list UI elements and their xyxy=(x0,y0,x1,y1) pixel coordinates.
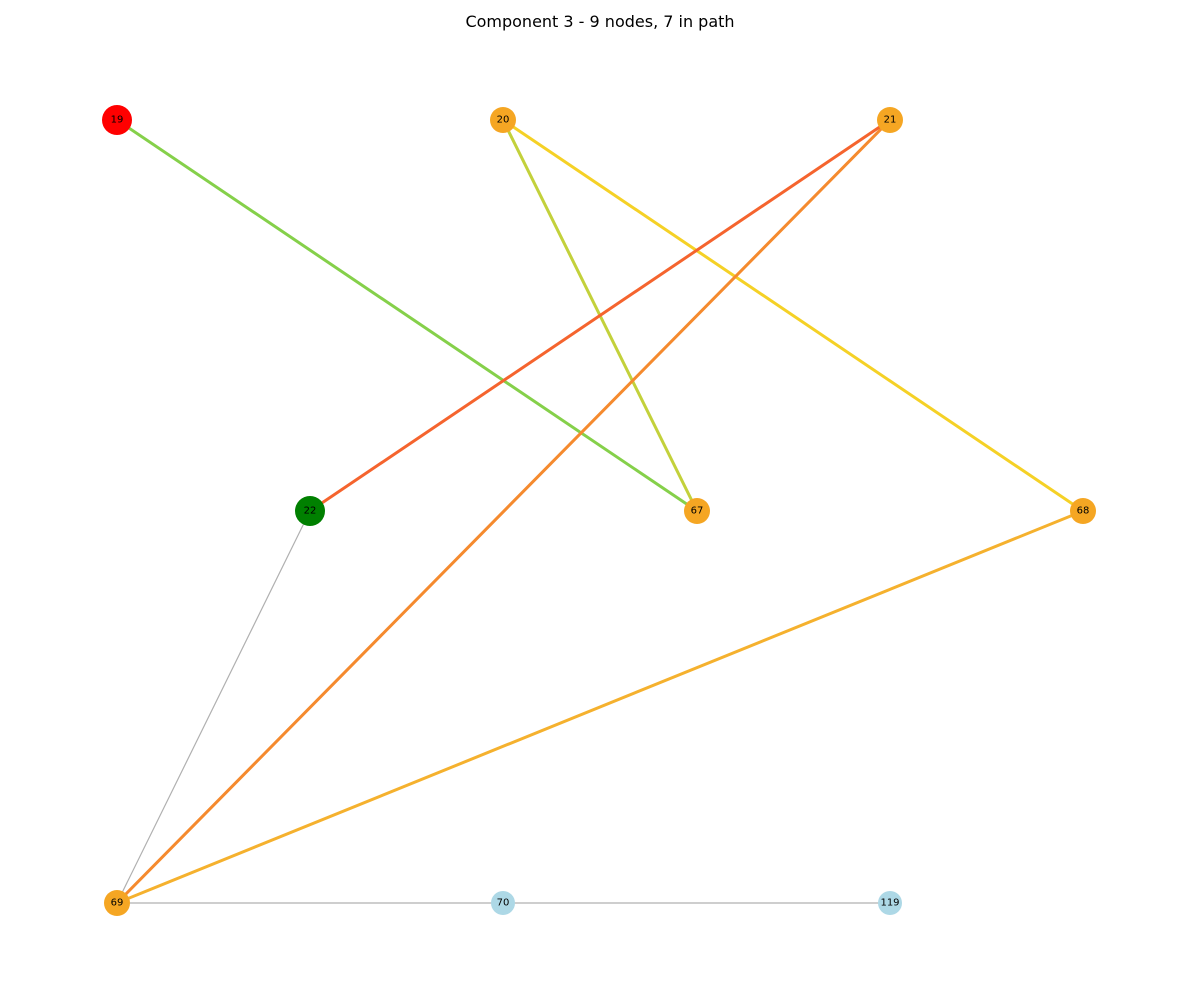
node-label-69: 69 xyxy=(111,898,124,909)
node-label-68: 68 xyxy=(1077,506,1090,517)
node-label-70: 70 xyxy=(497,898,510,909)
node-circle-20 xyxy=(490,107,516,133)
nodes-layer: 19 20 21 22 67 68 69 70 119 xyxy=(102,105,1096,916)
node-20: 20 xyxy=(490,107,516,133)
node-label-67: 67 xyxy=(691,506,704,517)
edge-69-21 xyxy=(115,118,892,905)
node-circle-22 xyxy=(295,496,325,526)
node-label-19: 19 xyxy=(111,115,124,126)
node-68: 68 xyxy=(1070,498,1096,524)
node-19: 19 xyxy=(102,105,132,135)
node-circle-19 xyxy=(102,105,132,135)
node-label-22: 22 xyxy=(304,506,317,517)
node-21: 21 xyxy=(877,107,903,133)
node-circle-69 xyxy=(104,890,130,916)
edges-layer xyxy=(115,118,1085,905)
node-circle-119 xyxy=(878,891,902,915)
node-119: 119 xyxy=(878,891,902,915)
edge-68-69 xyxy=(115,509,1085,905)
node-69: 69 xyxy=(104,890,130,916)
edge-20-68 xyxy=(501,118,1085,513)
node-circle-21 xyxy=(877,107,903,133)
node-label-20: 20 xyxy=(497,115,510,126)
chart-title: Component 3 - 9 nodes, 7 in path xyxy=(465,12,735,31)
edge-22-69 xyxy=(116,510,311,904)
edge-21-22 xyxy=(308,118,892,513)
node-label-119: 119 xyxy=(880,898,899,909)
node-circle-70 xyxy=(491,891,515,915)
node-label-21: 21 xyxy=(884,115,897,126)
node-22: 22 xyxy=(295,496,325,526)
edge-19-67 xyxy=(115,118,699,513)
node-70: 70 xyxy=(491,891,515,915)
node-circle-67 xyxy=(684,498,710,524)
node-circle-68 xyxy=(1070,498,1096,524)
node-67: 67 xyxy=(684,498,710,524)
